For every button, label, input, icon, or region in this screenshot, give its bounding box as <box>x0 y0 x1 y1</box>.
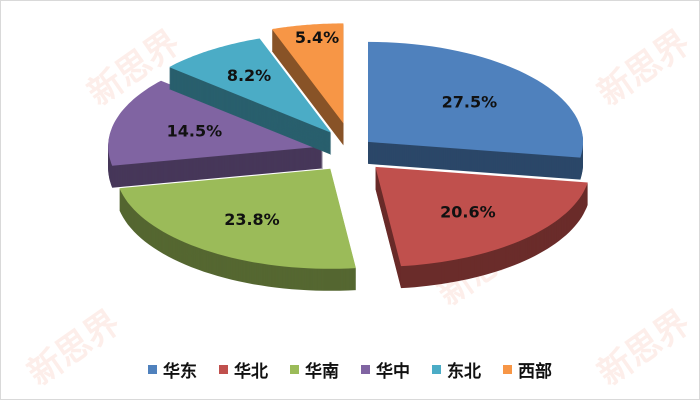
legend-swatch <box>361 365 370 374</box>
legend-swatch <box>503 365 512 374</box>
pie-slice-华南 <box>119 168 356 291</box>
legend-item-huadong: 华东 <box>148 357 197 382</box>
legend-label: 华中 <box>376 362 410 382</box>
legend-label: 华东 <box>163 362 197 382</box>
legend-label: 华北 <box>234 362 268 382</box>
pie-slice-top <box>375 166 588 267</box>
legend-item-xibu: 西部 <box>503 357 552 382</box>
legend-item-huabei: 华北 <box>219 357 268 382</box>
data-label: 27.5% <box>442 93 498 112</box>
pie-slice-西部 <box>271 23 344 146</box>
legend-item-dongbei: 东北 <box>432 357 481 382</box>
data-label: 23.8% <box>224 210 280 229</box>
pie-slice-东北 <box>169 38 332 155</box>
pie-slice-top <box>368 41 583 158</box>
legend: 华东 华北 华南 华中 东北 西部 <box>1 357 699 382</box>
legend-swatch <box>290 365 299 374</box>
legend-item-huazhong: 华中 <box>361 357 410 382</box>
pie-slice-top <box>119 168 356 269</box>
data-label: 5.4% <box>295 28 339 47</box>
data-label: 14.5% <box>167 121 223 140</box>
legend-label: 西部 <box>518 362 552 382</box>
pie-slice-华东 <box>368 41 583 180</box>
legend-swatch <box>148 365 157 374</box>
legend-swatch <box>219 365 228 374</box>
pie-slice-top <box>271 23 344 124</box>
legend-swatch <box>432 365 441 374</box>
pie-slice-top <box>108 80 324 166</box>
pie-slice-华北 <box>375 166 588 289</box>
pie-slice-top <box>169 38 332 133</box>
data-label: 8.2% <box>227 66 271 85</box>
pie-slice-华中 <box>108 80 324 188</box>
legend-item-huanan: 华南 <box>290 357 339 382</box>
data-label: 20.6% <box>440 203 496 222</box>
legend-label: 华南 <box>305 362 339 382</box>
legend-label: 东北 <box>447 362 481 382</box>
